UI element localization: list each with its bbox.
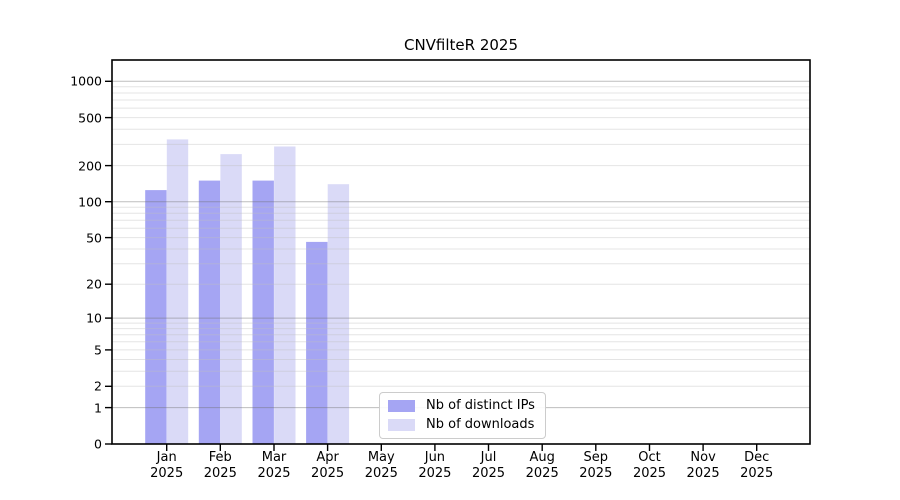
y-tick-label: 20 [86,276,102,292]
x-tick-label: Dec 2025 [725,450,789,482]
x-tick-month: Dec [744,450,770,465]
x-tick-label: Nov 2025 [671,450,735,482]
x-tick-label: Sep 2025 [564,450,628,482]
x-tick-year: 2025 [311,466,345,481]
x-tick-label: Apr 2025 [296,450,360,482]
legend-item-distinct-ips: Nb of distinct IPs [388,398,535,414]
y-tick-label: 1000 [70,73,102,89]
y-tick-label: 500 [78,110,102,126]
x-tick-month: Aug [529,450,555,465]
legend: Nb of distinct IPs Nb of downloads [379,392,546,439]
y-tick-label: 10 [86,310,102,326]
legend-swatch-distinct-ips [388,400,415,412]
chart-title: CNVfilteR 2025 [403,36,519,54]
legend-swatch-downloads [388,419,415,431]
x-tick-month: May [367,450,395,465]
x-tick-month: Sep [583,450,609,465]
bar-downloads-apr [327,184,350,444]
bar-distinct-ips-mar [252,180,274,444]
x-tick-label: Feb 2025 [188,450,252,482]
y-tick-label: 0 [94,436,102,452]
x-tick-year: 2025 [150,466,184,481]
x-tick-month: Feb [208,450,232,465]
x-tick-month: Jul [480,450,497,465]
y-tick-label: 200 [78,158,102,174]
y-tick-label: 1 [94,400,102,416]
x-tick-month: Apr [316,450,339,465]
x-tick-label: Jul 2025 [457,450,521,482]
x-tick-year: 2025 [525,466,559,481]
y-tick-label: 50 [86,230,102,246]
bar-downloads-mar [274,146,296,444]
x-tick-label: Jan 2025 [135,450,199,482]
y-tick-label: 5 [94,342,102,358]
plot-border [111,59,811,445]
x-tick-month: Oct [638,450,661,465]
x-tick-year: 2025 [632,466,667,481]
bar-downloads-feb [220,154,242,444]
y-tick-label: 2 [94,378,102,394]
bar-downloads-jan [166,139,189,444]
x-tick-month: Nov [690,450,716,465]
bar-distinct-ips-jan [145,190,167,444]
x-tick-year: 2025 [579,466,613,481]
bar-distinct-ips-feb [198,180,221,444]
x-tick-year: 2025 [418,466,452,481]
x-tick-label: Aug 2025 [510,450,574,482]
x-tick-label: Oct 2025 [618,450,682,482]
x-tick-month: Mar [261,450,287,465]
x-tick-year: 2025 [471,466,506,481]
bar-distinct-ips-apr [306,241,328,444]
y-tick-label: 100 [78,194,102,210]
x-tick-label: Jun 2025 [403,450,467,482]
x-tick-year: 2025 [257,466,291,481]
x-tick-year: 2025 [686,466,720,481]
x-tick-year: 2025 [740,466,774,481]
legend-label-downloads: Nb of downloads [426,417,535,432]
x-tick-year: 2025 [203,466,237,481]
x-tick-month: Jun [424,450,446,465]
x-tick-label: Mar 2025 [242,450,306,482]
x-tick-label: May 2025 [349,450,413,482]
legend-item-downloads: Nb of downloads [388,417,535,433]
x-tick-month: Jan [156,450,177,465]
x-tick-year: 2025 [364,466,398,481]
legend-label-distinct-ips: Nb of distinct IPs [426,398,535,413]
